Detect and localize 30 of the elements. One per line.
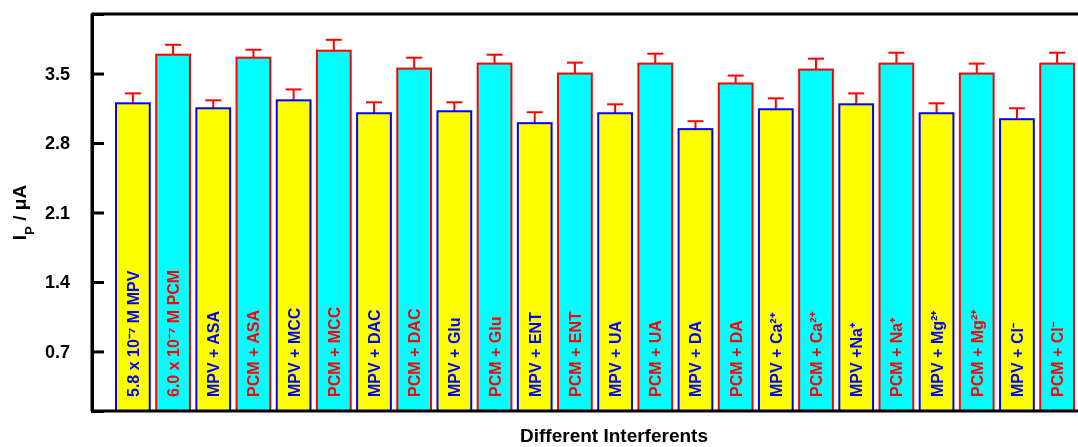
x-tick-label: MPV + Ca²⁺ <box>767 312 785 397</box>
x-tick-label: MPV +Na⁺ <box>848 322 866 397</box>
x-tick-label: PCM + DA <box>727 319 745 397</box>
x-tick-label: 5.8 x 10⁻⁷ M MPV <box>124 270 142 397</box>
x-tick-label: MPV + DAC <box>365 308 383 397</box>
x-tick-label: PCM + ENT <box>566 310 584 397</box>
x-tick-label: PCM + ASA <box>245 309 263 397</box>
x-tick-label: PCM + MCC <box>325 306 343 397</box>
x-tick-label: MPV + ENT <box>526 311 544 397</box>
x-tick-label: MPV + Mg²⁺ <box>928 309 946 397</box>
x-tick-label: MPV + ASA <box>205 310 223 397</box>
x-tick-label: MPV + DA <box>687 320 705 397</box>
x-tick-label: PCM + Glu <box>486 316 504 397</box>
x-tick-label: 6.0 x 10⁻⁷ M PCM <box>165 269 183 397</box>
x-tick-label: PCM + Cl⁻ <box>1049 321 1067 397</box>
x-tick-label: MPV + UA <box>607 320 625 397</box>
x-tick-label: PCM + Mg²⁺ <box>968 308 986 397</box>
x-axis-title: Different Interferents <box>520 425 708 446</box>
y-tick-label: 3.5 <box>44 63 70 84</box>
y-tick-label: 2.1 <box>44 202 70 223</box>
y-tick-label: 2.8 <box>44 133 70 154</box>
x-tick-label: PCM + Ca²⁺ <box>808 311 826 397</box>
x-tick-label: MPV + MCC <box>285 307 303 397</box>
x-tick-label: MPV + Cl⁻ <box>1008 322 1026 397</box>
y-tick-label: 1.4 <box>44 272 70 293</box>
x-tick-label: PCM + Na⁺ <box>888 316 906 397</box>
y-tick-label: 0.7 <box>44 341 70 362</box>
x-tick-label: PCM + DAC <box>406 308 424 397</box>
x-tick-label: PCM + UA <box>647 319 665 397</box>
x-tick-label: MPV + Glu <box>446 317 464 397</box>
